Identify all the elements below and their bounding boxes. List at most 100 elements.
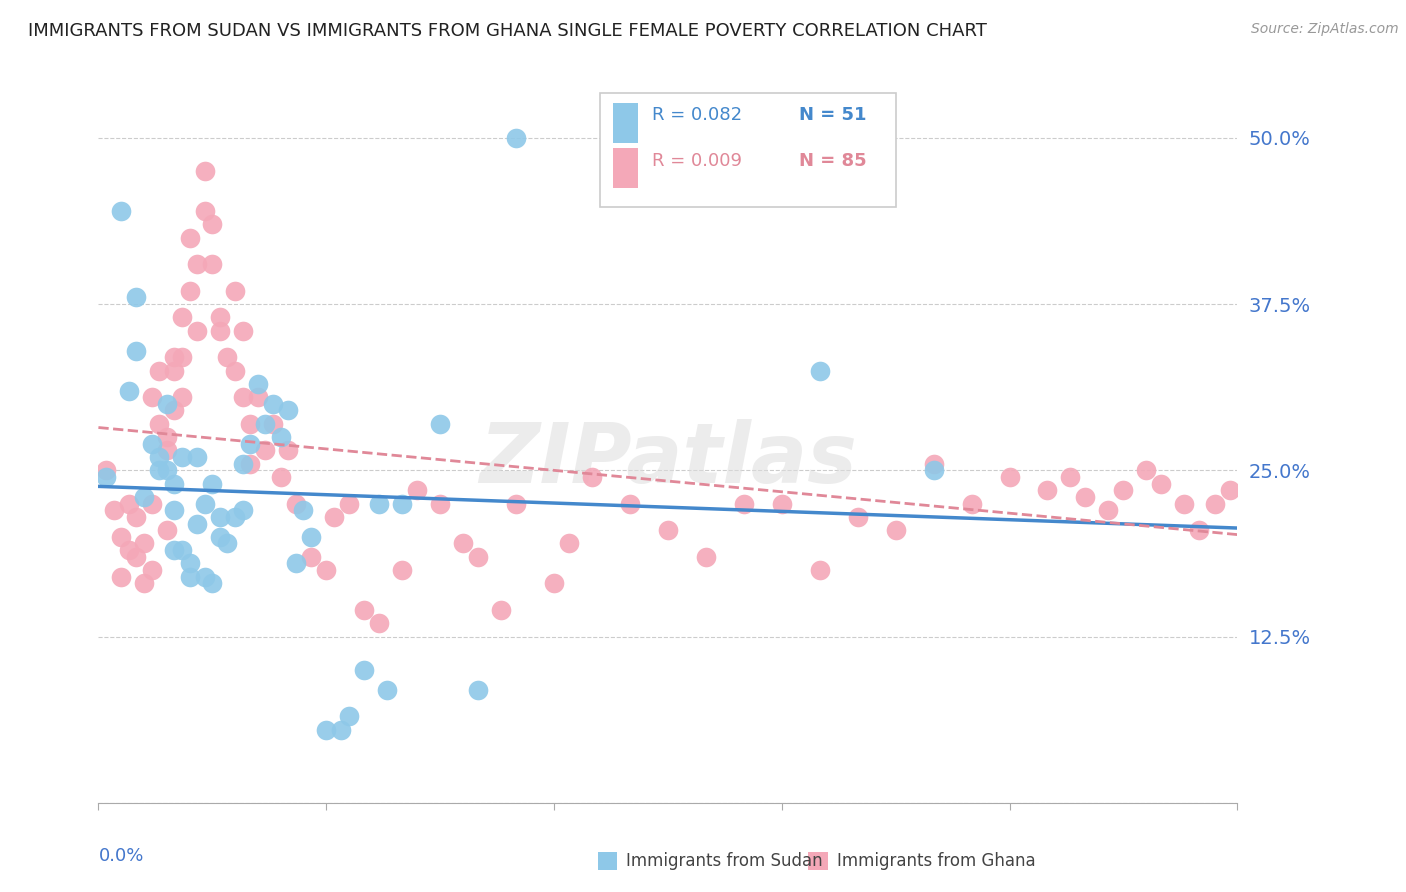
Point bbox=[375, 682, 398, 697]
Point bbox=[194, 570, 217, 584]
Point bbox=[239, 457, 262, 471]
Point bbox=[284, 497, 307, 511]
Point bbox=[201, 217, 224, 231]
Point bbox=[125, 509, 148, 524]
Point bbox=[543, 576, 565, 591]
Point bbox=[254, 417, 277, 431]
Point bbox=[156, 397, 179, 411]
Point bbox=[186, 324, 208, 338]
Point bbox=[103, 503, 125, 517]
Point bbox=[733, 497, 755, 511]
Point bbox=[224, 284, 246, 298]
Point bbox=[94, 470, 117, 484]
Point bbox=[505, 497, 527, 511]
Point bbox=[467, 549, 489, 564]
Point bbox=[132, 536, 155, 550]
Point bbox=[148, 450, 170, 464]
Text: N = 85: N = 85 bbox=[799, 152, 866, 169]
Point bbox=[156, 430, 179, 444]
Point bbox=[163, 403, 186, 417]
Point bbox=[262, 397, 284, 411]
Point bbox=[201, 257, 224, 271]
Text: Immigrants from Sudan: Immigrants from Sudan bbox=[626, 852, 823, 870]
Point bbox=[110, 530, 132, 544]
Point bbox=[163, 351, 186, 365]
Point bbox=[110, 570, 132, 584]
Point bbox=[353, 663, 375, 677]
Point bbox=[163, 503, 186, 517]
Point bbox=[239, 417, 262, 431]
Point bbox=[118, 384, 141, 398]
Point bbox=[156, 463, 179, 477]
Point bbox=[277, 403, 299, 417]
Point bbox=[217, 536, 239, 550]
Point bbox=[170, 450, 193, 464]
Point bbox=[208, 324, 231, 338]
Point bbox=[1204, 497, 1226, 511]
Point bbox=[163, 543, 186, 558]
Point bbox=[391, 563, 413, 577]
Text: 0.0%: 0.0% bbox=[98, 847, 143, 864]
Point bbox=[246, 376, 269, 391]
Point bbox=[94, 463, 117, 477]
Point bbox=[232, 503, 254, 517]
Point bbox=[170, 310, 193, 325]
Point bbox=[201, 576, 224, 591]
Point bbox=[217, 351, 239, 365]
Point bbox=[1219, 483, 1241, 498]
Point bbox=[179, 570, 201, 584]
Point bbox=[1150, 476, 1173, 491]
Point bbox=[322, 509, 344, 524]
Point bbox=[368, 497, 391, 511]
Point bbox=[163, 363, 186, 377]
Point bbox=[337, 709, 360, 723]
Point bbox=[922, 463, 945, 477]
Point bbox=[353, 603, 375, 617]
FancyBboxPatch shape bbox=[599, 94, 896, 207]
Point bbox=[186, 257, 208, 271]
Point bbox=[299, 530, 322, 544]
Point bbox=[429, 417, 451, 431]
Text: N = 51: N = 51 bbox=[799, 106, 866, 124]
Point bbox=[246, 390, 269, 404]
Point bbox=[657, 523, 679, 537]
Point bbox=[170, 543, 193, 558]
Text: Source: ZipAtlas.com: Source: ZipAtlas.com bbox=[1251, 22, 1399, 37]
Point bbox=[118, 497, 141, 511]
Point bbox=[201, 476, 224, 491]
Point bbox=[277, 443, 299, 458]
Point bbox=[148, 417, 170, 431]
Point bbox=[208, 530, 231, 544]
Point bbox=[232, 324, 254, 338]
Point bbox=[194, 497, 217, 511]
Point bbox=[1097, 503, 1119, 517]
Point bbox=[224, 363, 246, 377]
Point bbox=[558, 536, 581, 550]
Point bbox=[581, 470, 603, 484]
Point bbox=[284, 557, 307, 571]
Point bbox=[922, 457, 945, 471]
Point bbox=[1112, 483, 1135, 498]
Text: ZIPatlas: ZIPatlas bbox=[479, 418, 856, 500]
Point bbox=[1036, 483, 1059, 498]
Point bbox=[170, 351, 193, 365]
Point bbox=[132, 490, 155, 504]
Text: R = 0.082: R = 0.082 bbox=[652, 106, 742, 124]
Point bbox=[884, 523, 907, 537]
Point bbox=[368, 616, 391, 631]
Point bbox=[808, 363, 831, 377]
Point bbox=[770, 497, 793, 511]
Text: IMMIGRANTS FROM SUDAN VS IMMIGRANTS FROM GHANA SINGLE FEMALE POVERTY CORRELATION: IMMIGRANTS FROM SUDAN VS IMMIGRANTS FROM… bbox=[28, 22, 987, 40]
Point bbox=[270, 470, 292, 484]
Point bbox=[846, 509, 869, 524]
Point bbox=[170, 390, 193, 404]
Point bbox=[467, 682, 489, 697]
Point bbox=[292, 503, 315, 517]
Bar bbox=[613, 103, 638, 143]
Point bbox=[232, 390, 254, 404]
Point bbox=[1173, 497, 1195, 511]
Point bbox=[125, 549, 148, 564]
Point bbox=[1135, 463, 1157, 477]
Point bbox=[315, 723, 337, 737]
Point bbox=[224, 509, 246, 524]
